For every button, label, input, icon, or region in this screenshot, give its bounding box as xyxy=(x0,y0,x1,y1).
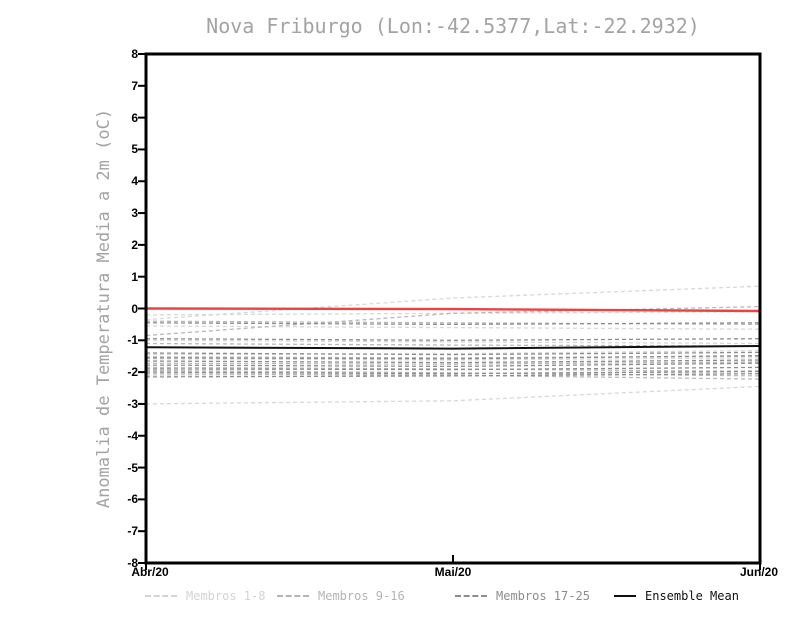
y-tick-label: 3 xyxy=(131,206,138,221)
legend-label: Ensemble Mean xyxy=(645,589,739,603)
ensemble-member-line xyxy=(145,369,761,376)
ensemble-mean-line xyxy=(145,345,761,350)
ensemble-member-line xyxy=(145,349,761,356)
ensemble-member-line xyxy=(145,357,761,361)
y-tick-label: 8 xyxy=(131,47,138,61)
y-tick-label: -1 xyxy=(127,333,138,348)
ensemble-member-line xyxy=(145,359,761,364)
ensemble-member-line xyxy=(145,322,761,326)
y-tick-label: 2 xyxy=(131,237,138,252)
y-tick-label: -4 xyxy=(127,428,138,443)
x-tick-label-abr: Abr/20 xyxy=(131,565,169,579)
ensemble-member-line xyxy=(145,351,761,356)
y-tick-label: 6 xyxy=(131,110,138,125)
ensemble-member-line xyxy=(145,366,761,373)
y-tick-label: -6 xyxy=(127,492,138,507)
ensemble-member-line xyxy=(145,338,761,341)
y-tick-label: -7 xyxy=(127,524,138,539)
ensemble-member-line xyxy=(145,305,761,337)
legend-item-membros-9-16: Membros 9-16 xyxy=(277,589,405,603)
legend-label: Membros 9-16 xyxy=(318,589,405,603)
legend-item-ensemble-mean: Ensemble Mean xyxy=(614,589,739,603)
ensemble-member-line xyxy=(145,370,761,375)
ensemble-member-line xyxy=(145,342,761,347)
y-tick-label: -2 xyxy=(127,365,138,380)
y-tick-label: -8 xyxy=(127,556,138,570)
ensemble-member-line xyxy=(145,385,761,405)
ensemble-member-line xyxy=(145,311,761,316)
x-tick-label-mai: Mai/20 xyxy=(434,565,472,579)
y-tick-label: 4 xyxy=(131,174,138,189)
dashed-line-sample-icon xyxy=(277,595,309,597)
x-tick-label-jun: Jun/20 xyxy=(739,565,778,579)
ensemble-member-line xyxy=(145,366,761,371)
legend-label: Membros 1-8 xyxy=(186,589,266,603)
y-tick-label: -5 xyxy=(127,460,138,475)
y-tick-label: 0 xyxy=(131,301,138,316)
red-reference-line xyxy=(145,307,761,313)
y-tick-label: 1 xyxy=(131,269,138,284)
ensemble-member-line xyxy=(145,362,761,368)
ensemble-member-line xyxy=(145,373,761,380)
ensemble-member-line xyxy=(145,339,761,345)
legend-label: Membros 17-25 xyxy=(496,589,590,603)
dashed-line-sample-icon xyxy=(455,595,487,597)
ensemble-member-line xyxy=(145,361,761,365)
ensemble-member-line xyxy=(145,325,761,330)
y-tick-label: -3 xyxy=(127,396,138,411)
legend-item-membros-17-25: Membros 17-25 xyxy=(455,589,590,603)
ensemble-member-line xyxy=(145,373,761,378)
y-tick-label: 5 xyxy=(131,142,138,157)
y-tick-label: 7 xyxy=(131,78,138,93)
ensemble-member-line xyxy=(145,285,761,321)
dashed-line-sample-icon xyxy=(145,595,177,597)
solid-line-sample-icon xyxy=(614,595,636,597)
chart-title: Nova Friburgo (Lon:-42.5377,Lat:-22.2932… xyxy=(206,14,700,38)
ensemble-member-line xyxy=(145,354,761,360)
legend-item-membros-1-8: Membros 1-8 xyxy=(145,589,265,603)
